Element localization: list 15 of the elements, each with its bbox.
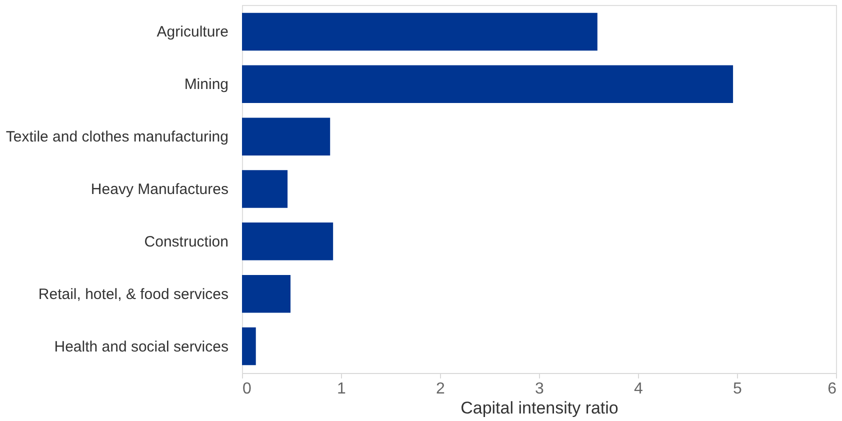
y-tick-label: Health and social services (54, 338, 228, 356)
y-tick-label: Retail, hotel, & food services (38, 286, 228, 303)
x-tick-label: 4 (634, 380, 644, 398)
x-tick-label: 5 (733, 380, 742, 398)
x-tick-label: 2 (436, 380, 446, 398)
y-tick-label: Heavy Manufactures (90, 181, 228, 198)
y-tick-label: Construction (144, 233, 228, 250)
y-tick-label: Textile and clothes manufacturing (6, 128, 228, 146)
y-tick-label: Agriculture (156, 24, 228, 41)
y-tick-label: Mining (184, 76, 228, 94)
x-tick-label: 3 (535, 380, 544, 398)
x-axis-title: Capital intensity ratio (460, 398, 618, 418)
x-tick-label: 1 (337, 380, 346, 398)
x-tick-label: 0 (242, 380, 252, 398)
x-tick-label: 6 (828, 380, 837, 398)
